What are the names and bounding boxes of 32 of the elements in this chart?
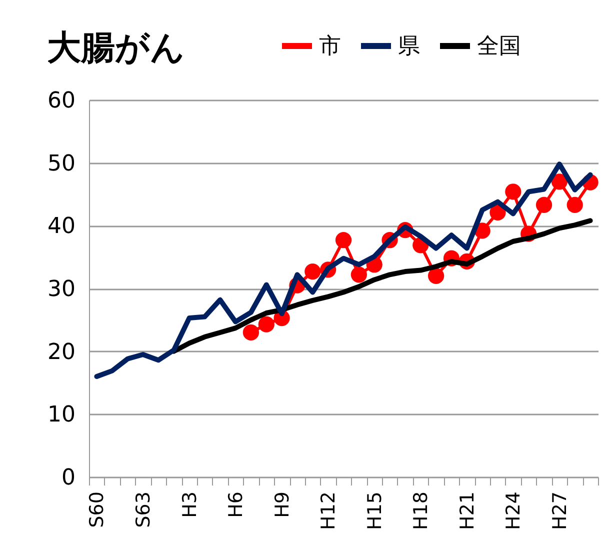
point: [566, 196, 583, 213]
x-tick-label: S60: [86, 492, 108, 528]
x-tick-label: H18: [410, 492, 432, 530]
x-tick-label: H9: [271, 492, 294, 518]
point: [304, 263, 321, 280]
legend-label: 市: [319, 34, 341, 59]
point: [335, 232, 352, 248]
y-tick-label: 60: [48, 88, 76, 114]
y-tick-label: 0: [62, 466, 76, 490]
point: [242, 324, 260, 341]
x-tick-label: H6: [225, 492, 248, 518]
x-tick-label: H12: [318, 492, 340, 530]
x-tick-label: H24: [502, 492, 525, 530]
point: [551, 174, 568, 190]
y-tick-label: 40: [48, 214, 76, 240]
point: [505, 184, 522, 200]
y-tick-label: 10: [48, 402, 76, 428]
point: [258, 316, 274, 332]
legend-label: 全国: [477, 34, 521, 59]
y-tick-label: 50: [48, 151, 76, 176]
x-tick-label: H15: [364, 492, 386, 530]
x-tick-label: H3: [178, 492, 201, 518]
point: [428, 268, 444, 284]
y-tick-label: 30: [48, 277, 76, 302]
x-tick-label: S63: [132, 492, 154, 528]
chart-title: 大腸がん: [47, 28, 186, 68]
point: [350, 266, 367, 283]
point: [536, 196, 552, 213]
x-tick-label: H27: [548, 492, 571, 530]
legend-label: 県: [398, 34, 420, 59]
y-tick-label: 20: [48, 340, 76, 365]
x-tick-label: H21: [456, 492, 478, 530]
